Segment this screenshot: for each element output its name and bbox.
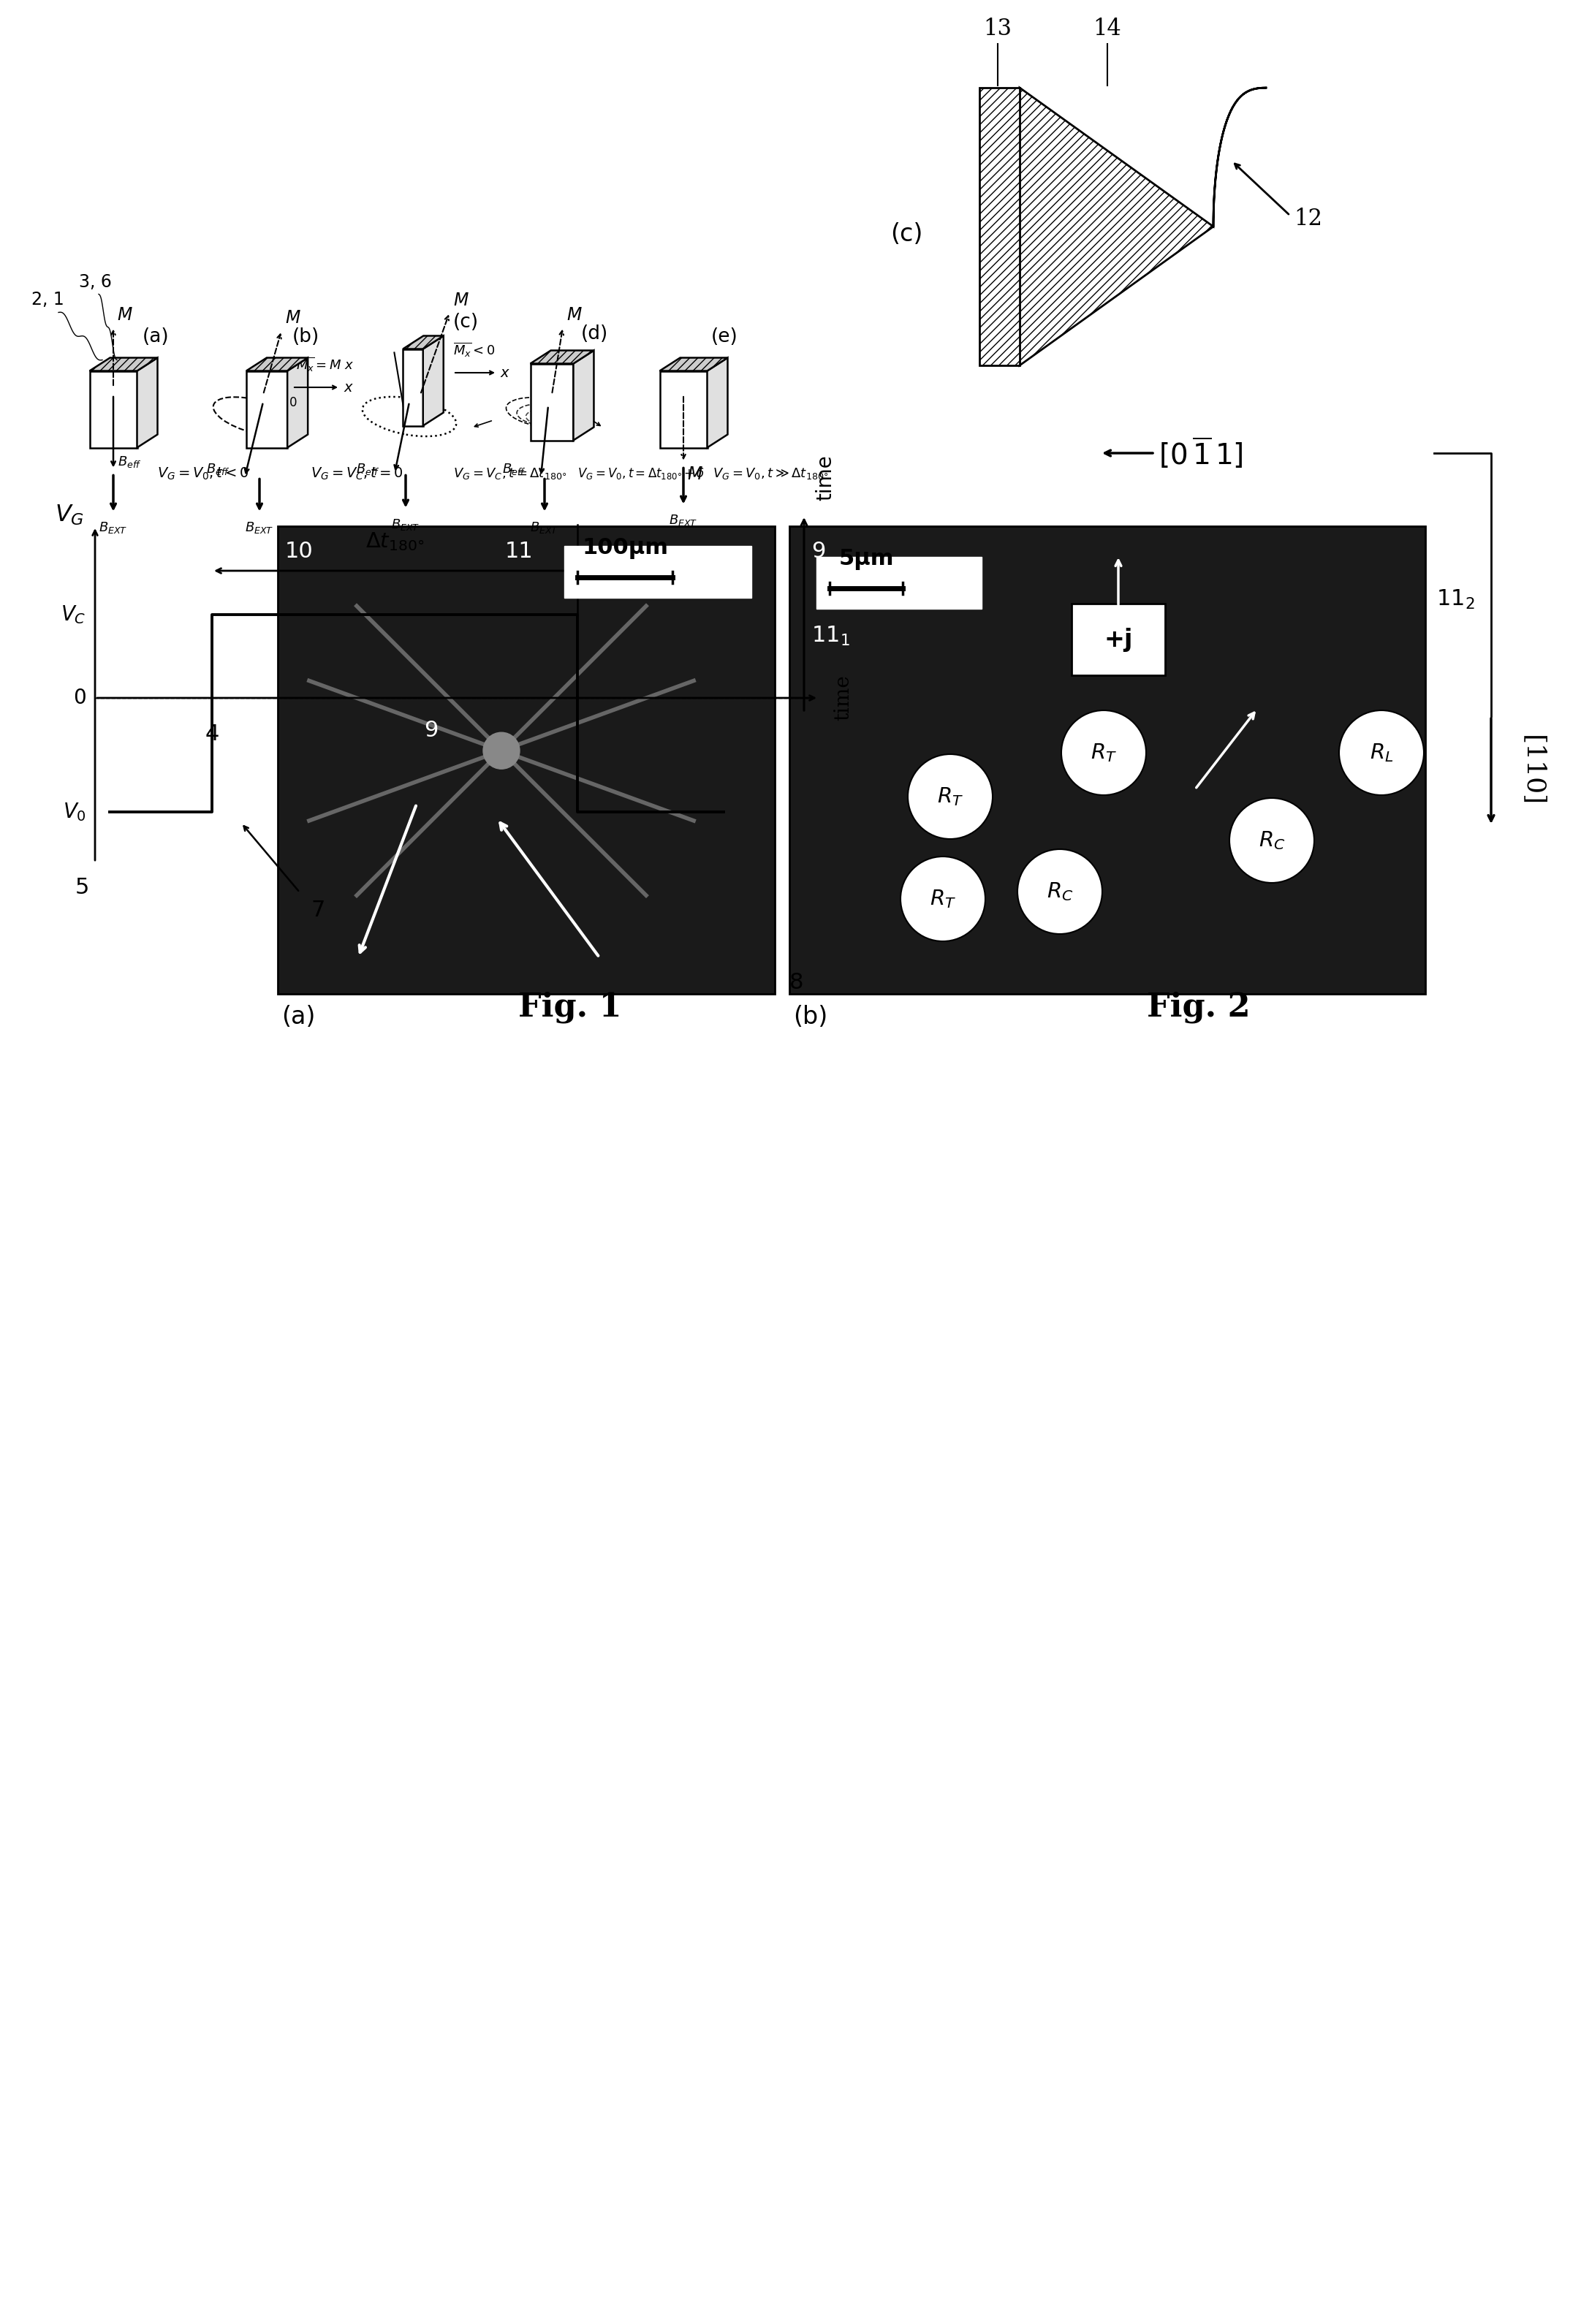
Text: $B_{eff}$: $B_{eff}$ bbox=[503, 462, 526, 476]
Circle shape bbox=[901, 858, 985, 941]
Text: 0: 0 bbox=[289, 395, 297, 409]
Polygon shape bbox=[980, 88, 1020, 365]
Text: 7: 7 bbox=[310, 899, 324, 920]
Text: M: M bbox=[454, 290, 468, 309]
Polygon shape bbox=[403, 349, 424, 425]
Polygon shape bbox=[247, 358, 308, 372]
Text: $B_{EXT}$: $B_{EXT}$ bbox=[391, 516, 421, 532]
Text: $R_T$: $R_T$ bbox=[930, 888, 957, 909]
Text: $R_L$: $R_L$ bbox=[1369, 741, 1393, 765]
Text: $R_T$: $R_T$ bbox=[938, 786, 963, 806]
Text: $R_T$: $R_T$ bbox=[1091, 741, 1116, 765]
Text: 4: 4 bbox=[206, 723, 220, 744]
Text: $R_C$: $R_C$ bbox=[1047, 881, 1073, 902]
Text: 14: 14 bbox=[1092, 19, 1121, 40]
Polygon shape bbox=[90, 372, 138, 449]
Text: $V_G = V_0, t = \Delta t_{180°} + \delta$: $V_G = V_0, t = \Delta t_{180°} + \delta… bbox=[577, 465, 705, 481]
Text: 11: 11 bbox=[504, 541, 533, 562]
Polygon shape bbox=[1020, 88, 1266, 365]
Text: (c): (c) bbox=[890, 221, 923, 246]
Text: $B_{eff}$: $B_{eff}$ bbox=[207, 462, 231, 476]
Text: (c): (c) bbox=[454, 314, 479, 332]
Text: 5μm: 5μm bbox=[838, 548, 893, 569]
Circle shape bbox=[907, 755, 993, 839]
Circle shape bbox=[1230, 797, 1314, 883]
Text: $B_{EXT}$: $B_{EXT}$ bbox=[100, 521, 128, 535]
FancyBboxPatch shape bbox=[816, 558, 982, 609]
Polygon shape bbox=[278, 525, 775, 995]
Text: $V_G$: $V_G$ bbox=[55, 504, 84, 528]
Text: $V_C$: $V_C$ bbox=[62, 604, 87, 625]
Polygon shape bbox=[789, 525, 1426, 995]
Polygon shape bbox=[90, 358, 158, 372]
Text: $B_{EXT}$: $B_{EXT}$ bbox=[669, 514, 697, 528]
Polygon shape bbox=[288, 358, 308, 449]
Text: $V_G = V_0, t \gg \Delta t_{180°}$: $V_G = V_0, t \gg \Delta t_{180°}$ bbox=[713, 465, 828, 481]
Text: [110]: [110] bbox=[1521, 734, 1545, 806]
Circle shape bbox=[1339, 711, 1424, 795]
FancyBboxPatch shape bbox=[564, 546, 751, 597]
Circle shape bbox=[1061, 711, 1146, 795]
Text: (d): (d) bbox=[582, 323, 609, 344]
Text: $\overline{M_x} = M$ x: $\overline{M_x} = M$ x bbox=[296, 356, 354, 372]
Text: $B_{eff}$: $B_{eff}$ bbox=[117, 456, 141, 469]
Text: x: x bbox=[343, 381, 353, 395]
Text: $V_0$: $V_0$ bbox=[63, 802, 87, 823]
Circle shape bbox=[484, 732, 520, 769]
Polygon shape bbox=[707, 358, 727, 449]
Text: $V_G = V_C, t = 0$: $V_G = V_C, t = 0$ bbox=[310, 465, 403, 481]
Text: $\overline{M_x} < 0$: $\overline{M_x} < 0$ bbox=[454, 342, 495, 358]
Text: M: M bbox=[285, 309, 300, 328]
Text: time: time bbox=[833, 674, 854, 720]
Text: 9: 9 bbox=[811, 541, 825, 562]
Polygon shape bbox=[530, 351, 594, 363]
Text: 13: 13 bbox=[983, 19, 1012, 40]
Polygon shape bbox=[138, 358, 158, 449]
Text: $V_G = V_C, t = \Delta t_{180°}$: $V_G = V_C, t = \Delta t_{180°}$ bbox=[454, 465, 566, 481]
Text: M: M bbox=[688, 465, 702, 483]
Text: $11_1$: $11_1$ bbox=[811, 625, 851, 646]
Text: $11_2$: $11_2$ bbox=[1436, 588, 1475, 611]
Text: $V_G = V_0, t < 0$: $V_G = V_0, t < 0$ bbox=[157, 465, 248, 481]
Text: 10: 10 bbox=[285, 541, 313, 562]
Circle shape bbox=[1018, 848, 1102, 934]
Text: $[0\,\overline{1}\,1]$: $[0\,\overline{1}\,1]$ bbox=[1159, 435, 1243, 469]
Text: $\Delta t_{180°}$: $\Delta t_{180°}$ bbox=[365, 530, 424, 553]
Text: M: M bbox=[117, 307, 131, 323]
Text: 8: 8 bbox=[789, 971, 803, 992]
Text: (e): (e) bbox=[711, 328, 738, 346]
Text: $R_C$: $R_C$ bbox=[1258, 830, 1285, 851]
Text: $B_{EXT}$: $B_{EXT}$ bbox=[245, 521, 274, 535]
Text: 100μm: 100μm bbox=[582, 537, 669, 560]
Text: Fig. 1: Fig. 1 bbox=[519, 992, 621, 1023]
Text: 3, 6: 3, 6 bbox=[79, 272, 111, 290]
FancyBboxPatch shape bbox=[1072, 604, 1165, 676]
Text: Fig. 2: Fig. 2 bbox=[1146, 992, 1251, 1023]
Text: $B_{EXT}$: $B_{EXT}$ bbox=[530, 521, 560, 535]
Text: (b): (b) bbox=[794, 1004, 827, 1030]
Text: (a): (a) bbox=[281, 1004, 315, 1030]
Text: 5: 5 bbox=[74, 876, 89, 897]
Text: 0: 0 bbox=[73, 688, 87, 709]
Text: 12: 12 bbox=[1293, 207, 1322, 230]
Polygon shape bbox=[247, 372, 288, 449]
Polygon shape bbox=[659, 372, 707, 449]
Polygon shape bbox=[403, 335, 444, 349]
Polygon shape bbox=[530, 363, 574, 439]
Text: +j: +j bbox=[1104, 627, 1132, 651]
Polygon shape bbox=[659, 358, 727, 372]
Polygon shape bbox=[424, 335, 444, 425]
Text: (b): (b) bbox=[292, 328, 319, 346]
Text: x: x bbox=[501, 365, 509, 379]
Text: M: M bbox=[566, 307, 582, 323]
Text: 2, 1: 2, 1 bbox=[32, 290, 63, 309]
Text: $B_{eff}$: $B_{eff}$ bbox=[356, 462, 379, 476]
Polygon shape bbox=[574, 351, 594, 439]
Text: 9: 9 bbox=[424, 720, 438, 741]
Text: time: time bbox=[814, 456, 835, 500]
Text: (a): (a) bbox=[142, 328, 169, 346]
